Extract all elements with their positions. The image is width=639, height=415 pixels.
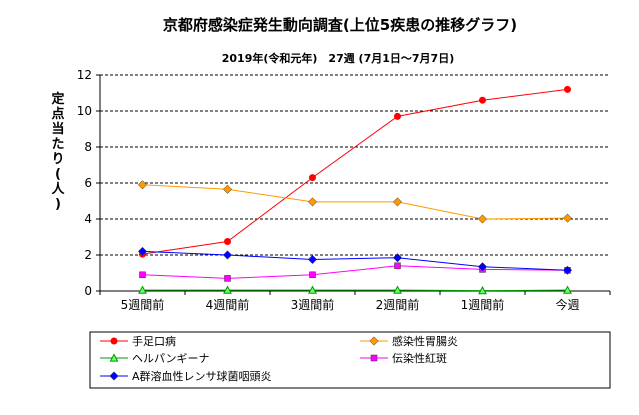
series-1 — [139, 85, 571, 258]
data-point — [307, 254, 318, 265]
series-line — [142, 265, 568, 279]
y-axis-label-char: ) — [55, 197, 61, 212]
data-point — [477, 214, 488, 224]
legend-item: 感染性胃腸炎 — [360, 334, 458, 348]
legend-swatch-marker — [370, 354, 378, 362]
y-tick-label: 4 — [84, 212, 92, 226]
data-point — [563, 285, 572, 294]
y-axis-label-char: 人 — [51, 181, 65, 197]
y-axis-label-char: 当 — [51, 121, 64, 137]
data-point — [224, 275, 231, 282]
legend-label: 感染性胃腸炎 — [392, 334, 458, 348]
y-tick-label: 12 — [77, 68, 92, 82]
legend-label: 伝染性紅斑 — [392, 351, 447, 365]
data-point — [307, 197, 318, 207]
data-point — [562, 265, 573, 275]
data-point — [309, 271, 316, 279]
series-line — [142, 289, 568, 292]
y-tick-label: 0 — [84, 284, 92, 298]
chart-title: 京都府感染症発生動向調査(上位5疾患の推移グラフ) — [163, 16, 517, 34]
data-point — [477, 262, 488, 272]
data-point — [308, 285, 317, 294]
data-point — [137, 246, 148, 256]
legend-swatch-marker — [110, 337, 118, 345]
series-line — [142, 250, 568, 271]
data-point — [392, 253, 403, 263]
data-point — [222, 184, 233, 194]
y-tick-labels: 0 2 4 6 8 10 12 — [77, 68, 92, 298]
series-group — [137, 85, 573, 295]
data-point — [139, 271, 146, 279]
y-tick-label: 6 — [84, 176, 92, 190]
x-tick-labels: 5週間前 4週間前 3週間前 2週間前 1週間前 今週 — [121, 297, 580, 312]
x-tick-label: 3週間前 — [291, 297, 335, 312]
legend-item: 手足口病 — [100, 334, 176, 348]
series-3 — [138, 285, 572, 295]
y-axis-label-char: ( — [55, 167, 61, 182]
data-point — [394, 112, 401, 120]
legend-item: 伝染性紅斑 — [360, 351, 447, 365]
gridlines — [100, 74, 610, 256]
axes — [96, 74, 611, 295]
data-point — [223, 285, 232, 294]
y-tick-label: 8 — [84, 140, 92, 154]
legend-label: A群溶血性レンサ球菌咽頭炎 — [132, 369, 272, 383]
y-tick-label: 10 — [77, 104, 92, 118]
y-axis-label-char: た — [51, 137, 64, 152]
y-axis-label-char: 定 — [50, 91, 64, 107]
series-5 — [137, 246, 573, 275]
data-point — [562, 213, 573, 223]
y-axis-label-char: 点 — [51, 106, 64, 122]
data-point — [222, 250, 233, 260]
data-point — [392, 197, 403, 207]
data-point — [137, 180, 148, 190]
series-line — [142, 88, 568, 255]
y-axis-label-char: り — [51, 152, 64, 167]
legend-label: ヘルパンギーナ — [132, 352, 210, 365]
legend-label: 手足口病 — [132, 334, 176, 348]
x-tick-label: 2週間前 — [376, 297, 420, 312]
legend-box — [89, 331, 611, 389]
data-point — [138, 285, 147, 294]
data-point — [224, 238, 231, 245]
data-point — [479, 96, 486, 104]
x-tick-label: 4週間前 — [206, 297, 250, 312]
y-tick-label: 2 — [84, 248, 92, 262]
data-point — [394, 262, 401, 270]
legend-item: A群溶血性レンサ球菌咽頭炎 — [100, 369, 272, 383]
series-line — [142, 184, 568, 220]
data-point — [393, 285, 402, 294]
legend-swatch-marker — [109, 371, 119, 381]
chart-subtitle: 2019年(令和元年) 27週 (7月1日～7月7日) — [222, 51, 454, 65]
legend-item: ヘルパンギーナ — [100, 352, 210, 365]
data-point — [564, 85, 571, 93]
series-4 — [139, 262, 571, 282]
x-tick-label: 5週間前 — [121, 297, 165, 312]
legend-swatch-marker — [109, 353, 119, 362]
series-2 — [137, 180, 573, 224]
data-point — [478, 285, 487, 295]
data-point — [309, 174, 316, 182]
x-tick-label: 今週 — [555, 297, 579, 312]
legend-swatch-marker — [369, 336, 379, 346]
x-tick-label: 1週間前 — [461, 297, 505, 312]
